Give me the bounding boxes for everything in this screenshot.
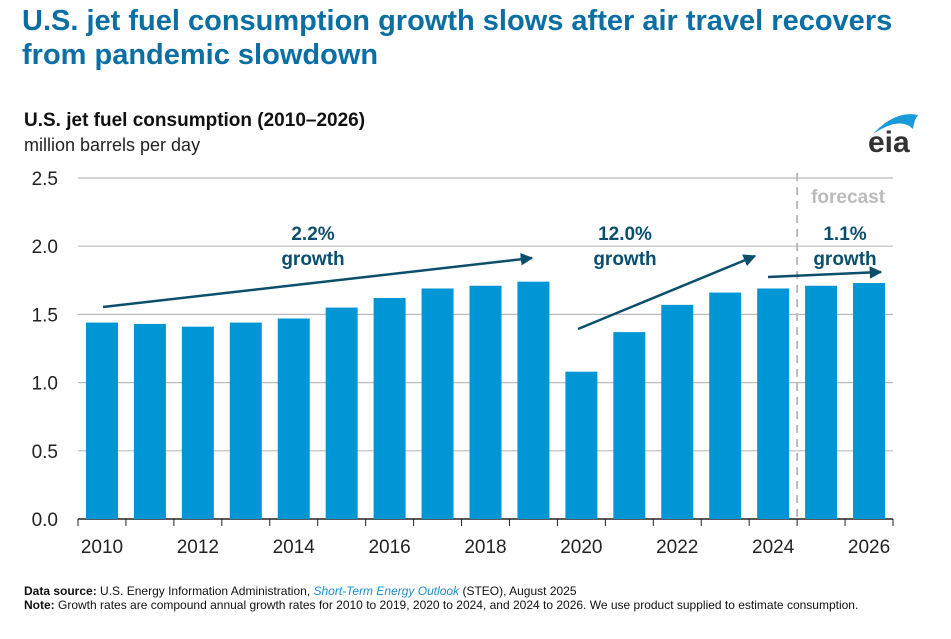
bar-2010 xyxy=(85,322,118,519)
bar-2022 xyxy=(661,304,694,519)
growth-rate-label: 1.1% xyxy=(823,224,866,245)
growth-rate-label: 2.2% xyxy=(291,224,334,245)
y-tick-label: 0.0 xyxy=(32,510,58,531)
y-tick-label: 2.5 xyxy=(32,169,58,190)
y-tick-label: 0.5 xyxy=(32,442,58,463)
source-tail: (STEO), August 2025 xyxy=(462,584,577,598)
x-tick-label: 2012 xyxy=(177,537,219,558)
bar-2015 xyxy=(325,307,358,519)
source-link[interactable]: Short-Term Energy Outlook xyxy=(313,584,460,598)
bar-2024 xyxy=(757,288,790,519)
bar-2016 xyxy=(373,298,406,519)
growth-arrow xyxy=(577,254,757,331)
x-tick-label: 2022 xyxy=(656,537,698,558)
growth-word-label: growth xyxy=(593,249,656,270)
bar-2013 xyxy=(229,322,262,519)
bar-2017 xyxy=(421,288,454,519)
source-label: Data source: xyxy=(24,584,97,598)
bar-2019 xyxy=(517,281,550,519)
y-tick-label: 2.0 xyxy=(32,237,58,258)
bar-2020 xyxy=(565,371,598,519)
bar-2018 xyxy=(469,285,502,519)
headline: U.S. jet fuel consumption growth slows a… xyxy=(22,5,893,71)
growth-rate-label: 12.0% xyxy=(598,224,652,245)
x-tick-label: 2014 xyxy=(273,537,316,558)
chart-title: U.S. jet fuel consumption (2010–2026) xyxy=(24,110,366,131)
source-text: U.S. Energy Information Administration, xyxy=(100,584,311,598)
y-axis-unit: million barrels per day xyxy=(24,135,201,155)
x-tick-label: 2024 xyxy=(752,537,795,558)
note-text: Growth rates are compound annual growth … xyxy=(58,598,859,612)
x-tick-label: 2016 xyxy=(368,537,410,558)
eia-logo: eia xyxy=(868,114,918,159)
x-tick-label: 2018 xyxy=(464,537,506,558)
forecast-label: forecast xyxy=(811,187,886,208)
x-tick-label: 2026 xyxy=(848,537,890,558)
note-label: Note: xyxy=(24,598,55,612)
bar-2011 xyxy=(133,323,166,519)
bar-2021 xyxy=(613,332,646,519)
x-tick-label: 2020 xyxy=(560,537,602,558)
x-tick-label: 2010 xyxy=(81,537,123,558)
footer: Data source: U.S. Energy Information Adm… xyxy=(24,584,924,612)
y-tick-label: 1.0 xyxy=(32,374,58,395)
bar-2023 xyxy=(709,292,742,519)
growth-arrow xyxy=(767,266,883,279)
bar-2012 xyxy=(181,326,214,519)
bar-2014 xyxy=(277,318,310,519)
bar-2026 xyxy=(853,283,886,519)
growth-word-label: growth xyxy=(281,249,344,270)
y-tick-label: 1.5 xyxy=(32,305,58,326)
bar-2025 xyxy=(805,285,838,519)
growth-arrow xyxy=(102,253,534,309)
svg-text:eia: eia xyxy=(868,126,910,159)
growth-word-label: growth xyxy=(813,249,876,270)
